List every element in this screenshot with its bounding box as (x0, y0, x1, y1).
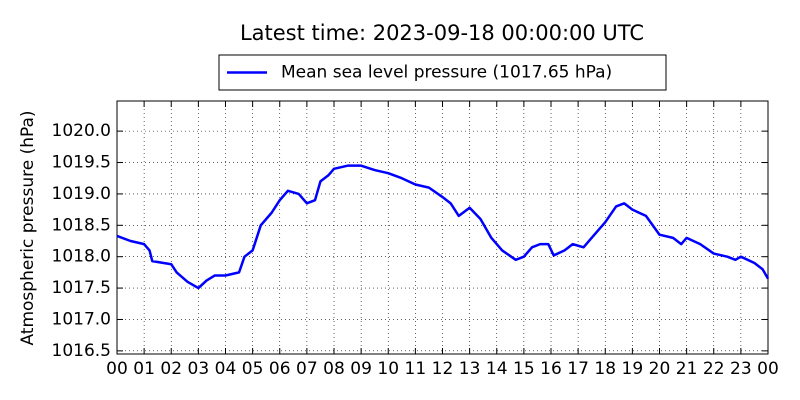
x-tick-label: 17 (567, 359, 589, 379)
x-tick-label: 20 (649, 359, 671, 379)
legend-label: Mean sea level pressure (1017.65 hPa) (281, 63, 612, 83)
x-tick-label: 01 (133, 359, 155, 379)
legend-box (218, 54, 667, 91)
x-tick-label: 09 (350, 359, 372, 379)
x-tick-label: 13 (459, 359, 481, 379)
x-tick-label: 14 (486, 359, 508, 379)
x-tick-label: 06 (269, 359, 291, 379)
y-tick-label: 1019.5 (52, 153, 111, 173)
x-tick-label: 00 (106, 359, 128, 379)
y-tick-label: 1020.0 (52, 121, 111, 141)
x-tick-label: 19 (622, 359, 644, 379)
line-series (116, 164, 770, 290)
y-tick-label: 1019.0 (52, 184, 111, 204)
plot-frame (116, 100, 769, 355)
x-tick-label: 21 (676, 359, 698, 379)
x-tick-label: 08 (323, 359, 345, 379)
x-tick-label: 03 (188, 359, 210, 379)
x-tick-label: 12 (432, 359, 454, 379)
chart-title: Latest time: 2023-09-18 00:00:00 UTC (240, 21, 644, 45)
x-tick-label: 22 (703, 359, 725, 379)
y-tick-label: 1018.5 (52, 215, 111, 235)
x-tick-label: 00 (757, 359, 779, 379)
y-tick-label: 1018.0 (52, 247, 111, 267)
x-tick-label: 04 (215, 359, 237, 379)
y-tick-label: 1017.5 (52, 278, 111, 298)
x-tick-label: 07 (296, 359, 318, 379)
x-tick-label: 05 (242, 359, 264, 379)
y-tick-label: 1016.5 (52, 341, 111, 361)
x-tick-label: 11 (405, 359, 427, 379)
y-tick-label: 1017.0 (52, 309, 111, 329)
y-axis-label: Atmospheric pressure (hPa) (18, 110, 38, 345)
x-tick-label: 15 (513, 359, 535, 379)
x-tick-label: 16 (540, 359, 562, 379)
x-tick-label: 23 (730, 359, 752, 379)
x-tick-label: 02 (160, 359, 182, 379)
x-tick-label: 10 (377, 359, 399, 379)
x-tick-label: 18 (594, 359, 616, 379)
